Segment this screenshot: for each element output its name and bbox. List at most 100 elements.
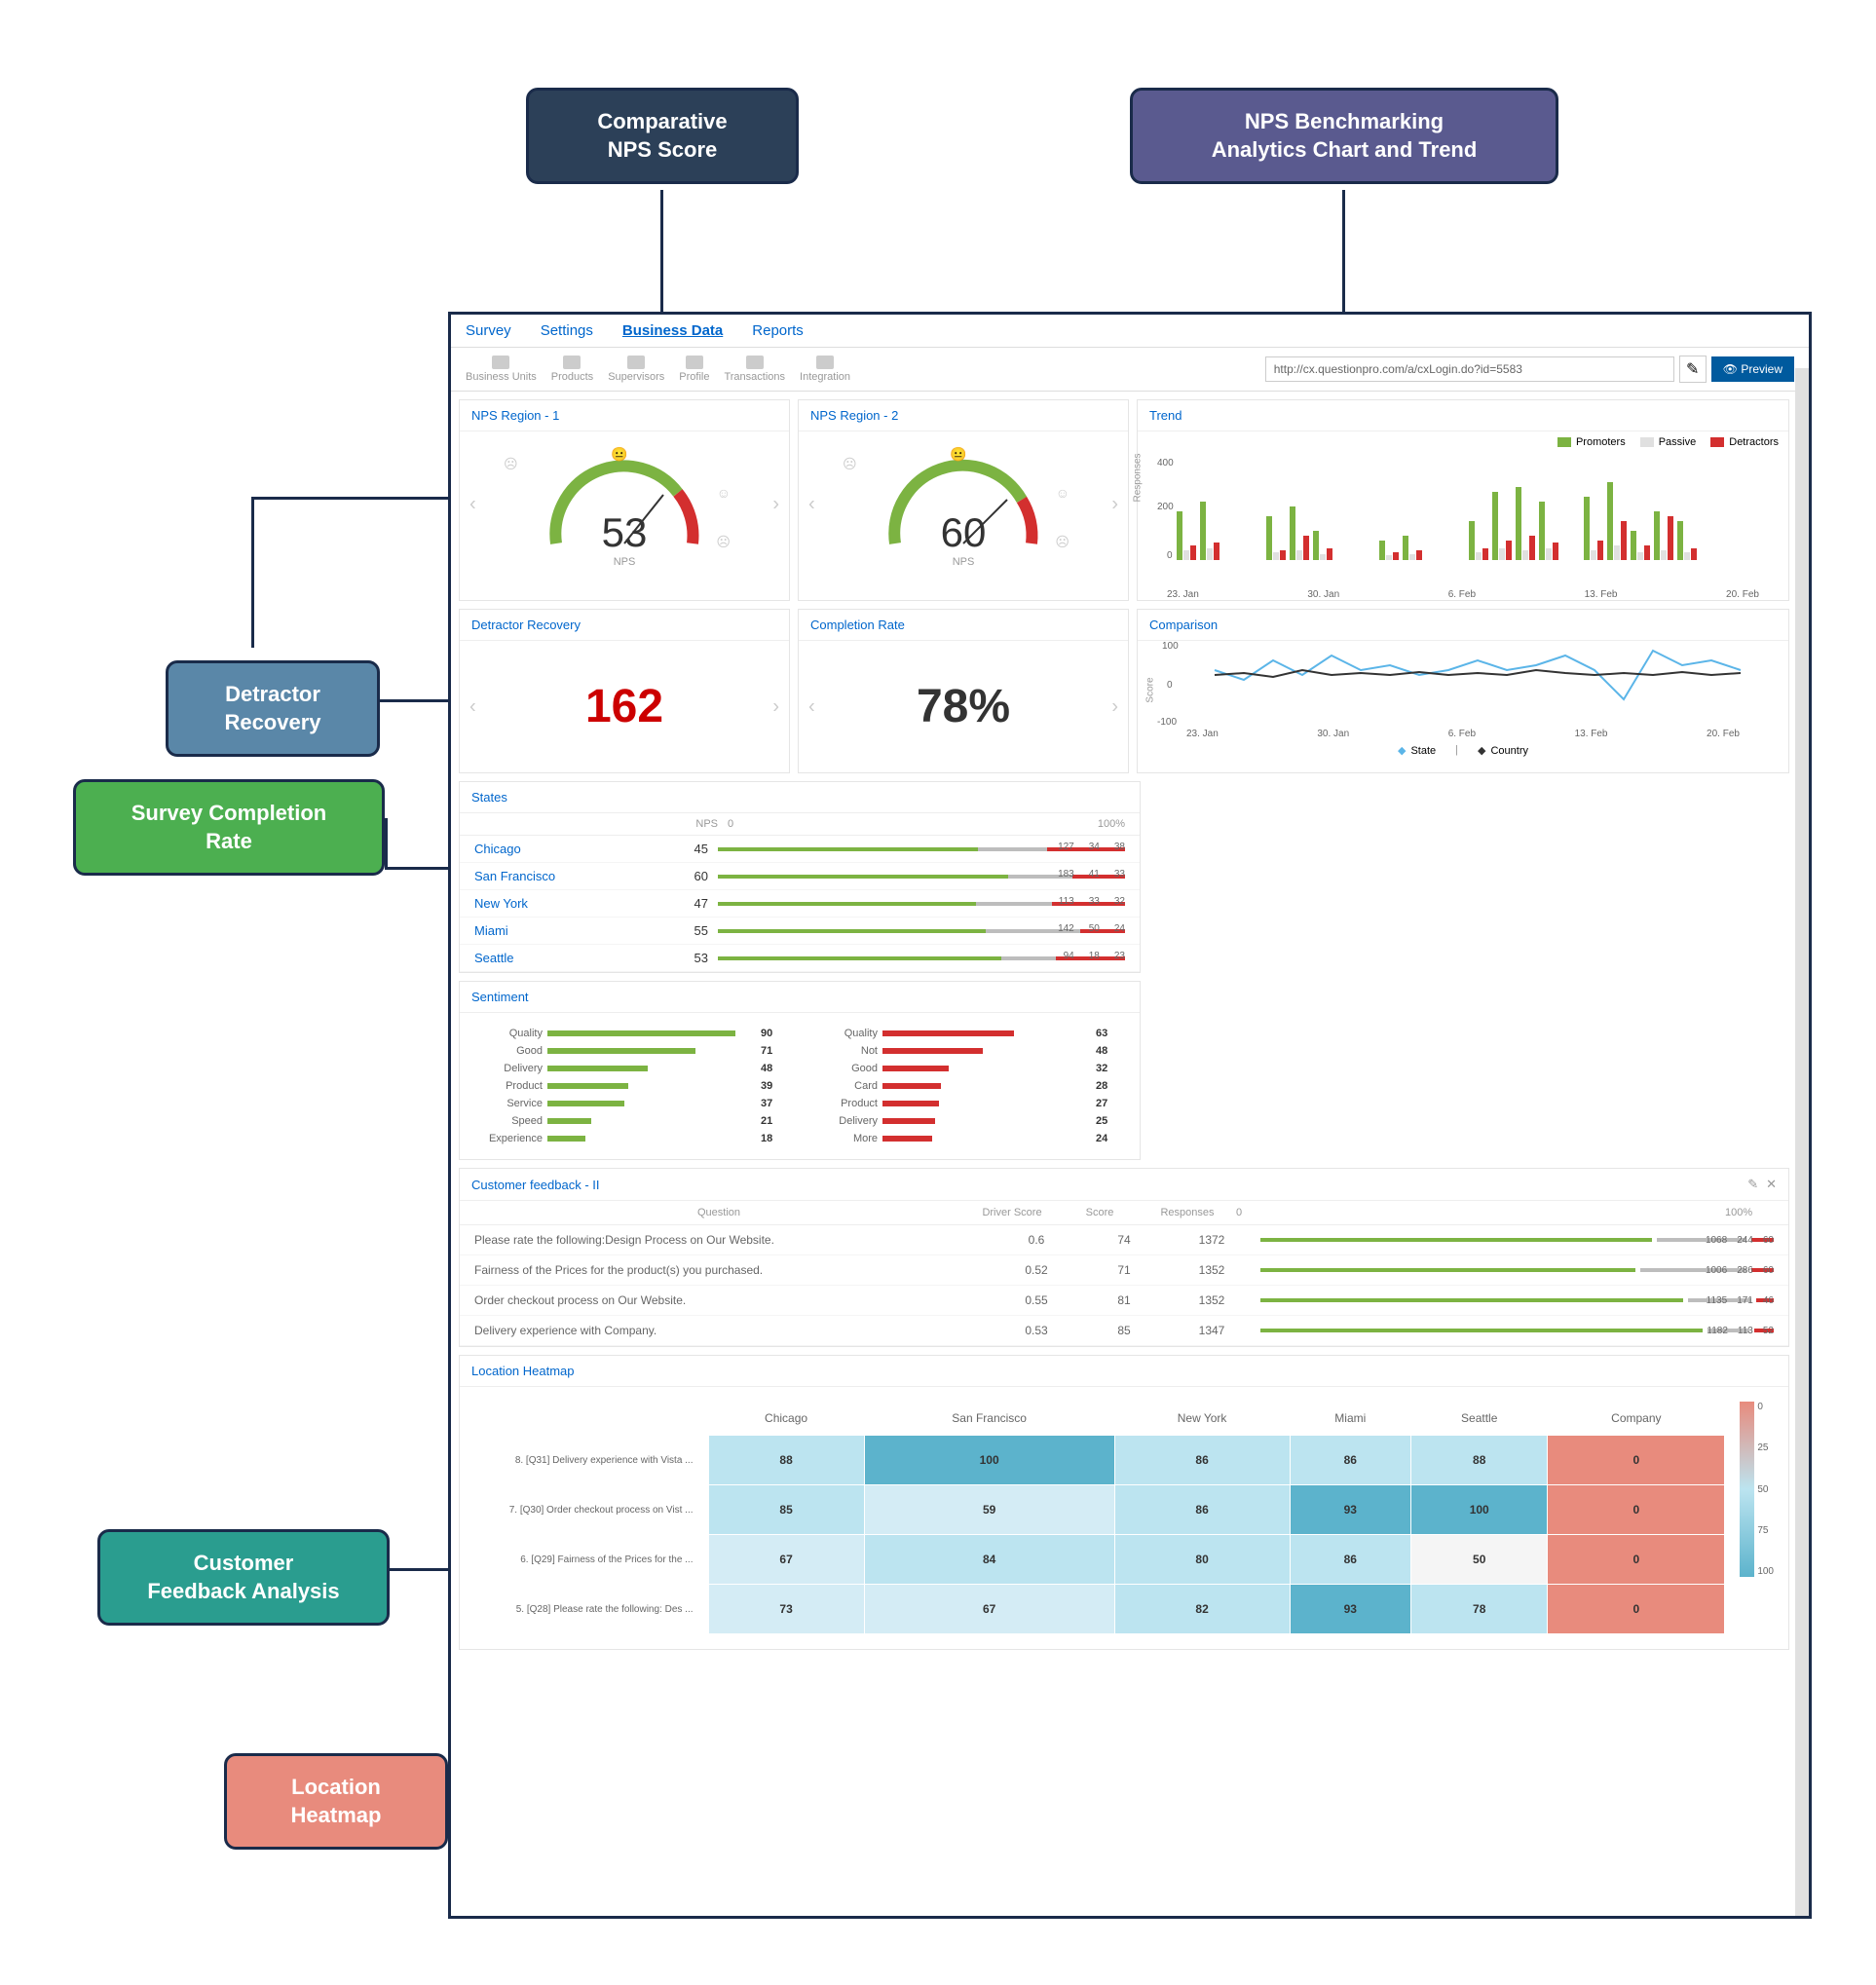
sad-face-icon: ☹: [504, 456, 518, 472]
heatmap-row: 7. [Q30] Order checkout process on Vist …: [474, 1485, 1725, 1535]
states-card: States NPS0100% Chicago 45 1273438 San F…: [459, 781, 1141, 973]
tab-survey[interactable]: Survey: [466, 322, 511, 339]
sentiment-card: Sentiment Quality90 Good71 Delivery48 Produ…: [459, 981, 1141, 1160]
comparison-line-chart: [1191, 646, 1822, 724]
states-row: San Francisco 60 1834133: [460, 863, 1140, 890]
sentiment-row: Not48: [809, 1045, 1125, 1057]
nps-region-2-title: NPS Region - 2: [799, 400, 1128, 431]
sentiment-row: Product39: [474, 1080, 790, 1092]
dashboard-frame: Survey Settings Business Data Reports Bu…: [448, 312, 1812, 1919]
next-arrow[interactable]: ›: [772, 494, 779, 516]
neutral-face-icon: 😐: [950, 446, 966, 463]
city-link[interactable]: Seattle: [474, 951, 669, 965]
subnav: Business Units Products Supervisors Prof…: [451, 348, 1809, 392]
edit-url-button[interactable]: ✎: [1679, 356, 1707, 383]
detractor-recovery-title: Detractor Recovery: [460, 610, 789, 641]
prev-arrow[interactable]: ‹: [808, 494, 815, 516]
sentiment-row: Quality63: [809, 1028, 1125, 1039]
nps-region-1-title: NPS Region - 1: [460, 400, 789, 431]
city-link[interactable]: Miami: [474, 923, 669, 938]
prev-arrow[interactable]: ‹: [469, 494, 476, 516]
happy-face-icon: ☺: [1056, 485, 1069, 501]
trend-legend: Promoters Passive Detractors: [1138, 431, 1788, 453]
subnav-supervisors[interactable]: Supervisors: [608, 356, 664, 383]
sentiment-row: Experience18: [474, 1133, 790, 1144]
callout-nps-benchmarking: NPS BenchmarkingAnalytics Chart and Tren…: [1130, 88, 1558, 184]
tab-settings[interactable]: Settings: [541, 322, 593, 339]
subnav-profile[interactable]: Profile: [679, 356, 709, 383]
main-tabs: Survey Settings Business Data Reports: [451, 315, 1809, 348]
next-arrow[interactable]: ›: [1111, 494, 1118, 516]
sad-face-icon: ☹: [843, 456, 857, 472]
subnav-products[interactable]: Products: [551, 356, 593, 383]
states-row: Miami 55 1425024: [460, 918, 1140, 945]
states-row: Chicago 45 1273438: [460, 836, 1140, 863]
supervisors-icon: [627, 356, 645, 369]
states-row: Seattle 53 941823: [460, 945, 1140, 972]
sentiment-row: Delivery25: [809, 1115, 1125, 1127]
next-arrow[interactable]: ›: [1111, 695, 1118, 718]
city-link[interactable]: Chicago: [474, 842, 669, 856]
states-title: States: [460, 782, 1140, 813]
callout-customer-feedback: CustomerFeedback Analysis: [97, 1529, 390, 1626]
sentiment-row: More24: [809, 1133, 1125, 1144]
integration-icon: [816, 356, 834, 369]
tab-business-data[interactable]: Business Data: [622, 322, 723, 339]
callout-comparative-nps: ComparativeNPS Score: [526, 88, 799, 184]
business-units-icon: [492, 356, 509, 369]
feedback-row: Please rate the following:Design Process…: [460, 1225, 1788, 1255]
transactions-icon: [746, 356, 764, 369]
sentiment-row: Speed21: [474, 1115, 790, 1127]
heatmap-row: 8. [Q31] Delivery experience with Vista …: [474, 1436, 1725, 1485]
happy-face-icon: ☺: [717, 485, 731, 501]
comparison-title: Comparison: [1138, 610, 1788, 641]
feedback-row: Fairness of the Prices for the product(s…: [460, 1255, 1788, 1286]
prev-arrow[interactable]: ‹: [469, 695, 476, 718]
subnav-business-units[interactable]: Business Units: [466, 356, 537, 383]
sentiment-row: Quality90: [474, 1028, 790, 1039]
subnav-integration[interactable]: Integration: [800, 356, 850, 383]
heatmap-row: 5. [Q28] Please rate the following: Des …: [474, 1585, 1725, 1634]
completion-rate-title: Completion Rate: [799, 610, 1128, 641]
feedback-card: Customer feedback - II ✎ ✕ Question Driv…: [459, 1168, 1789, 1347]
heatmap-card: Location Heatmap ChicagoSan FranciscoNew…: [459, 1355, 1789, 1650]
completion-rate-value: 78%: [813, 655, 1113, 758]
detractor-recovery-card: Detractor Recovery ‹ 162 ›: [459, 609, 790, 773]
states-row: New York 47 1133332: [460, 890, 1140, 918]
sentiment-row: Good71: [474, 1045, 790, 1057]
sentiment-row: Delivery48: [474, 1063, 790, 1074]
sentiment-row: Product27: [809, 1098, 1125, 1109]
preview-button[interactable]: 👁 Preview: [1711, 356, 1794, 382]
sad-face-icon: ☹: [716, 534, 731, 550]
sentiment-row: Card28: [809, 1080, 1125, 1092]
callout-survey-completion: Survey CompletionRate: [73, 779, 385, 876]
feedback-title: Customer feedback - II: [471, 1178, 600, 1192]
close-icon[interactable]: ✕: [1766, 1177, 1777, 1192]
edit-icon[interactable]: ✎: [1747, 1177, 1758, 1192]
sentiment-title: Sentiment: [460, 982, 1140, 1013]
trend-chart: Responses 400 200 0: [1138, 453, 1788, 589]
sentiment-row: Good32: [809, 1063, 1125, 1074]
comparison-chart: Score 100 0 -100: [1138, 641, 1788, 729]
nps-region-1-card: NPS Region - 1 ‹ 53 NPS ☹: [459, 399, 790, 601]
scrollbar[interactable]: [1795, 368, 1809, 1916]
completion-rate-card: Completion Rate ‹ 78% ›: [798, 609, 1129, 773]
city-link[interactable]: San Francisco: [474, 869, 669, 883]
next-arrow[interactable]: ›: [772, 695, 779, 718]
prev-arrow[interactable]: ‹: [808, 695, 815, 718]
feedback-row: Delivery experience with Company.0.53851…: [460, 1316, 1788, 1346]
url-input[interactable]: [1265, 356, 1674, 382]
profile-icon: [686, 356, 703, 369]
callout-location-heatmap: LocationHeatmap: [224, 1753, 448, 1850]
callout-detractor-recovery: DetractorRecovery: [166, 660, 380, 757]
nps-region-1-value: 53: [602, 509, 648, 555]
heatmap-title: Location Heatmap: [460, 1356, 1788, 1387]
tab-reports[interactable]: Reports: [752, 322, 804, 339]
detractor-recovery-value: 162: [474, 655, 774, 758]
heatmap-row: 6. [Q29] Fairness of the Prices for the …: [474, 1535, 1725, 1585]
subnav-transactions[interactable]: Transactions: [724, 356, 785, 383]
nps-region-2-value: 60: [941, 509, 987, 555]
sentiment-row: Service37: [474, 1098, 790, 1109]
city-link[interactable]: New York: [474, 896, 669, 911]
sad-face-icon: ☹: [1055, 534, 1069, 550]
